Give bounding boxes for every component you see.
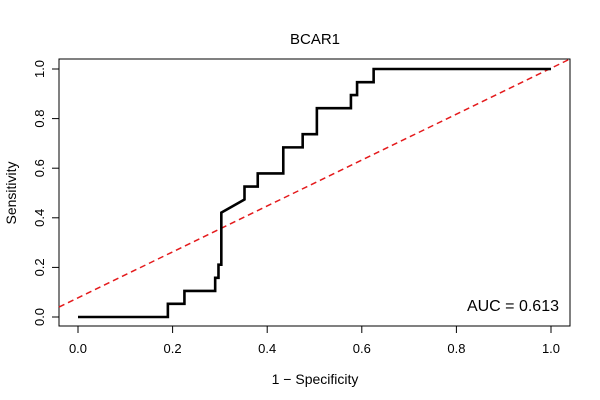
y-tick-label: 0.0 xyxy=(32,308,47,326)
roc-curve xyxy=(78,67,551,319)
x-axis-label: 1 − Specificity xyxy=(272,371,359,387)
y-tick-label: 0.6 xyxy=(32,159,47,177)
chart-title: BCAR1 xyxy=(290,31,340,48)
x-tick-label: 0.2 xyxy=(164,341,182,356)
y-axis: 0.0 0.2 0.4 0.6 0.8 1.0 xyxy=(32,60,60,326)
y-tick-label: 0.2 xyxy=(32,258,47,276)
x-axis: 0.0 0.2 0.4 0.6 0.8 1.0 xyxy=(69,325,560,356)
y-tick-label: 0.4 xyxy=(32,209,47,227)
y-axis-label: Sensitivity xyxy=(3,161,19,224)
reference-diagonal xyxy=(58,58,571,308)
y-tick-label: 0.8 xyxy=(32,110,47,128)
x-tick-label: 0.6 xyxy=(353,341,371,356)
x-tick-label: 1.0 xyxy=(542,341,560,356)
x-tick-label: 0.8 xyxy=(447,341,465,356)
series-layer xyxy=(58,58,571,319)
plot-frame xyxy=(58,58,571,327)
auc-annotation: AUC = 0.613 xyxy=(467,298,559,315)
x-tick-label: 0.4 xyxy=(258,341,276,356)
y-tick-label: 1.0 xyxy=(32,60,47,78)
x-tick-label: 0.0 xyxy=(69,341,87,356)
